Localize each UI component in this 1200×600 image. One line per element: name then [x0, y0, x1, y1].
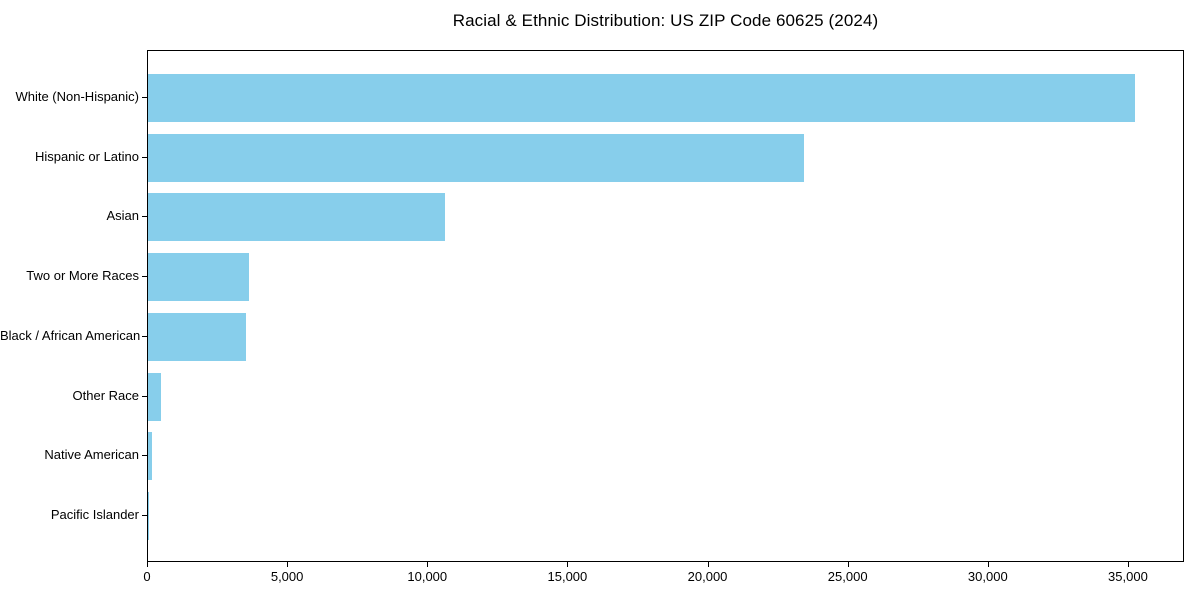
x-axis-tick-label: 10,000 — [407, 569, 448, 584]
x-tick — [567, 562, 569, 567]
x-tick — [987, 562, 989, 567]
x-tick — [287, 562, 289, 567]
x-axis-tick-label: 5,000 — [270, 569, 304, 584]
x-axis-tick-label: 20,000 — [687, 569, 728, 584]
y-axis-label: Other Race — [72, 387, 139, 403]
x-tick — [147, 562, 148, 567]
plot-area — [147, 50, 1184, 562]
bar-native-american — [148, 432, 152, 481]
bar-asian — [148, 193, 446, 242]
bar-white-non-hispanic — [148, 73, 1135, 122]
y-axis-label: Hispanic or Latino — [34, 148, 139, 164]
x-tick — [847, 562, 849, 567]
y-tick — [142, 156, 147, 158]
x-axis-tick-label: 25,000 — [827, 569, 868, 584]
y-tick — [142, 335, 147, 337]
x-axis-tick-label: 35,000 — [1108, 569, 1148, 584]
y-tick — [142, 395, 147, 397]
x-tick — [1127, 562, 1129, 567]
x-tick — [707, 562, 709, 567]
chart-title: Racial & Ethnic Distribution: US ZIP Cod… — [452, 11, 879, 30]
x-axis-tick-label: 0 — [143, 569, 151, 584]
bar-black-african-american — [148, 312, 247, 361]
bar-pacific-islander — [148, 492, 149, 541]
bar-hispanic-or-latino — [148, 133, 804, 182]
y-tick — [142, 515, 147, 517]
y-tick — [142, 216, 147, 218]
y-axis-label: Black / African American — [0, 327, 141, 343]
y-axis-label: White (Non-Hispanic) — [15, 88, 139, 104]
y-tick — [142, 455, 147, 457]
y-axis-label: Two or More Races — [26, 268, 139, 284]
x-tick — [427, 562, 429, 567]
bar-other-race — [148, 372, 161, 421]
y-tick — [142, 96, 147, 98]
bar-two-or-more-races — [148, 253, 249, 302]
y-axis-label: Native American — [44, 447, 139, 463]
x-axis-tick-label: 30,000 — [967, 569, 1008, 584]
y-tick — [142, 276, 147, 278]
y-axis-label: Asian — [106, 208, 139, 224]
y-axis-label: Pacific Islander — [50, 507, 139, 523]
x-axis-tick-label: 15,000 — [547, 569, 588, 584]
